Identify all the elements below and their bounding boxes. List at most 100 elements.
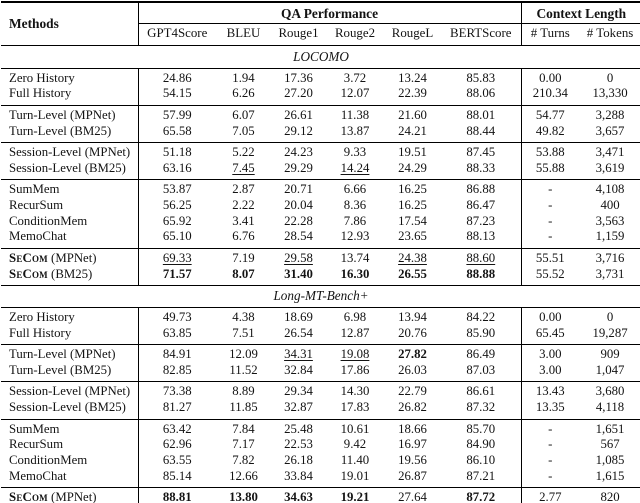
value-cell: 84.91	[137, 344, 216, 364]
value-cell: 1,085	[595, 453, 625, 468]
method-cell: Session-Level (MPNet)	[9, 384, 131, 399]
table-row: Zero History 49.73 4.38 18.69 6.98 13.94 84.22…	[1, 307, 640, 326]
value-cell: 3,680	[595, 384, 625, 399]
method-cell: SumMem	[9, 421, 60, 436]
value-cell: 210.34	[520, 86, 580, 106]
value-cell: 909	[600, 347, 620, 362]
method-cell: Session-Level (BM25)	[9, 400, 126, 415]
value-cell: 3,288	[595, 107, 625, 122]
value-cell: 3.72	[343, 70, 367, 85]
table-row: Turn-Level (MPNet) 57.99 6.07 26.61 11.38 21.…	[1, 105, 640, 124]
value-cell: 4,118	[595, 400, 625, 415]
column-header-bertscore: BERTScore	[450, 26, 512, 41]
table-row: Session-Level (MPNet) 73.38 8.89 29.34 14.30…	[1, 381, 640, 401]
method-cell: RecurSum	[9, 437, 64, 452]
value-cell: 32.84	[284, 363, 313, 378]
value-cell: 19.01	[340, 468, 370, 483]
value-cell: 8.07	[232, 266, 255, 281]
value-cell: 86.88	[466, 182, 496, 197]
value-cell: 27.20	[284, 86, 313, 101]
table-row: SeCom (BM25) 71.57 8.07 31.40 16.30 26.55 88.8…	[1, 266, 640, 286]
value-cell: -	[520, 197, 580, 214]
value-cell: 26.61	[284, 107, 313, 122]
value-cell: 87.32	[466, 400, 496, 415]
value-cell: 34.63	[284, 490, 313, 503]
value-cell: 54.77	[520, 105, 580, 124]
value-cell: 24.38	[398, 250, 427, 265]
method-cell: Full History	[9, 86, 72, 101]
value-cell: 26.55	[398, 266, 427, 281]
value-cell: 400	[600, 197, 620, 212]
value-cell: 6.98	[343, 310, 367, 325]
method-cell: RecurSum	[9, 197, 64, 212]
value-cell: 63.55	[137, 453, 216, 469]
value-cell: 49.73	[137, 307, 216, 326]
method-cell: ConditionMem	[9, 453, 88, 468]
section-title-row: LOCOMO	[1, 46, 640, 68]
value-cell: 86.10	[466, 453, 496, 468]
value-cell: 13.24	[398, 70, 427, 85]
table-row: Full History 54.15 6.26 27.20 12.07 22.39 88.0…	[1, 86, 640, 106]
value-cell: 26.82	[398, 400, 427, 415]
value-cell: 11.85	[229, 400, 258, 415]
method-cell: Zero History	[9, 70, 75, 85]
table-row: ConditionMem 65.92 3.41 22.28 7.86 17.54 87.23…	[1, 213, 640, 230]
value-cell: 23.65	[398, 229, 427, 244]
column-header-tokens: # Tokens	[586, 26, 634, 41]
value-cell: 5.22	[232, 144, 255, 159]
value-cell: 13,330	[592, 86, 628, 101]
table-row: Session-Level (MPNet) 51.18 5.22 24.23 9.33 1…	[1, 142, 640, 161]
value-cell: 7.86	[343, 213, 367, 228]
value-cell: 86.47	[466, 197, 496, 212]
value-cell: 88.06	[466, 86, 496, 101]
value-cell: 24.21	[398, 123, 427, 138]
method-cell: SeCom (BM25)	[9, 266, 93, 281]
value-cell: -	[520, 179, 580, 198]
value-cell: 9.33	[343, 144, 367, 159]
value-cell: 19.51	[398, 144, 427, 159]
table-row: SeCom (MPNet) 69.33 7.19 29.58 13.74 24.38 88.…	[1, 248, 640, 267]
value-cell: 24.86	[137, 68, 216, 87]
value-cell: 34.31	[284, 347, 313, 362]
method-cell: Zero History	[9, 310, 75, 325]
value-cell: 13.74	[340, 250, 370, 265]
value-cell: 29.29	[284, 160, 313, 175]
value-cell: 16.25	[398, 182, 427, 197]
value-cell: 20.76	[398, 325, 427, 340]
value-cell: 73.38	[137, 381, 216, 401]
value-cell: 65.45	[520, 325, 580, 345]
value-cell: 12.09	[229, 347, 258, 362]
value-cell: 9.42	[343, 437, 367, 452]
value-cell: 19.56	[398, 453, 427, 468]
value-cell: 88.60	[466, 250, 496, 265]
table-row: ConditionMem 63.55 7.82 26.18 11.40 19.56 86.1…	[1, 453, 640, 469]
value-cell: 7.82	[232, 453, 255, 468]
value-cell: -	[520, 213, 580, 230]
method-cell: Session-Level (BM25)	[9, 160, 126, 175]
value-cell: 65.92	[137, 213, 216, 230]
value-cell: 8.89	[232, 384, 255, 399]
value-cell: 17.54	[398, 213, 427, 228]
value-cell: 0	[606, 70, 614, 85]
value-cell: 49.82	[520, 123, 580, 143]
table-row: SumMem 53.87 2.87 20.71 6.66 16.25 86.88 -4,108	[1, 179, 640, 198]
method-smallcaps-label: SeCom	[9, 266, 48, 281]
value-cell: 22.79	[398, 384, 427, 399]
value-cell: 13.43	[520, 381, 580, 401]
value-cell: 820	[600, 490, 620, 503]
value-cell: 7.05	[232, 123, 255, 138]
value-cell: 27.64	[398, 490, 427, 503]
table-row: MemoChat 65.10 6.76 28.54 12.93 23.65 88.13 -1,…	[1, 229, 640, 249]
value-cell: 6.76	[232, 229, 255, 244]
value-cell: -	[520, 229, 580, 249]
table-row: SeCom (MPNet) 88.81 13.80 34.63 19.21 27.64 87…	[1, 487, 640, 503]
value-cell: 87.03	[466, 363, 496, 378]
table-row: RecurSum 62.96 7.17 22.53 9.42 16.97 84.90 - 567	[1, 437, 640, 454]
value-cell: 26.54	[284, 325, 313, 340]
value-cell: 19.08	[340, 347, 370, 362]
column-header-turns: # Turns	[520, 23, 580, 46]
value-cell: 84.90	[466, 437, 496, 452]
value-cell: 53.87	[137, 179, 216, 198]
table-row: Full History 63.85 7.51 26.54 12.87 20.76 85.9…	[1, 325, 640, 345]
table-row: Session-Level (BM25) 63.16 7.45 29.29 14.24 2…	[1, 160, 640, 180]
